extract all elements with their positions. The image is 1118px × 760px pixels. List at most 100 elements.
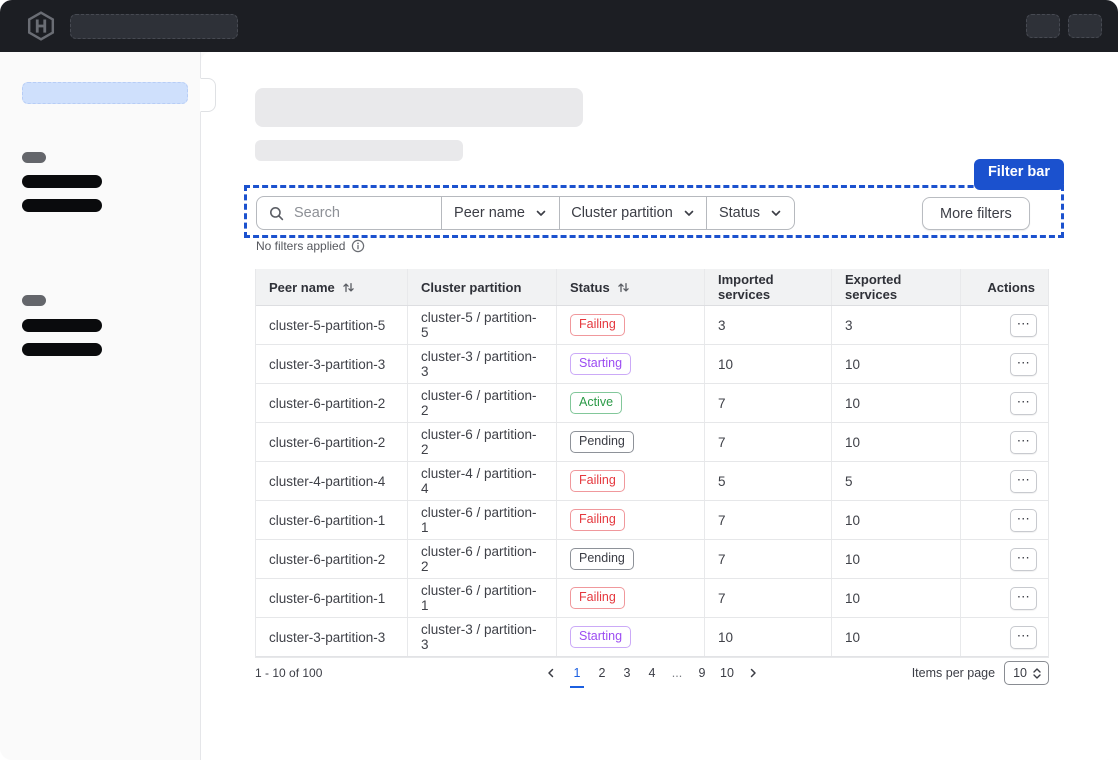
row-actions-button[interactable]: ⋯ <box>1010 469 1037 493</box>
status-badge: Pending <box>570 431 634 453</box>
cluster-partition-dropdown-label: Cluster partition <box>571 205 673 221</box>
cluster-partition-dropdown[interactable]: Cluster partition <box>559 197 706 229</box>
cell-actions: ⋯ <box>960 618 1048 656</box>
previous-page-button[interactable] <box>539 663 563 683</box>
cell-status: Starting <box>556 618 704 656</box>
main-content: Filter bar Peer name <box>201 52 1118 760</box>
table-row: cluster-3-partition-3 cluster-3 / partit… <box>256 345 1048 384</box>
column-header: Exported services <box>831 269 960 305</box>
next-page-button[interactable] <box>741 663 765 683</box>
cell-imported-services: 7 <box>704 423 831 461</box>
column-header[interactable]: Status <box>556 269 704 305</box>
cell-peer-name: cluster-5-partition-5 <box>269 317 386 333</box>
status-badge: Active <box>570 392 623 414</box>
info-icon[interactable] <box>351 239 365 253</box>
more-filters-button[interactable]: More filters <box>922 197 1030 230</box>
pagination-bar: 1 - 10 of 100 1 2 3 <box>255 656 1049 690</box>
page-button[interactable]: 10 <box>716 661 738 685</box>
chevron-right-icon <box>750 668 756 678</box>
page-button[interactable]: 1 <box>566 661 588 688</box>
status-badge: Starting <box>570 626 632 648</box>
row-actions-button[interactable]: ⋯ <box>1010 391 1037 415</box>
row-actions-button[interactable]: ⋯ <box>1010 625 1037 649</box>
table-row: cluster-6-partition-1 cluster-6 / partit… <box>256 501 1048 540</box>
ellipsis-icon: ⋯ <box>1016 510 1031 526</box>
cell-cluster-partition: cluster-6 / partition-2 <box>407 384 556 422</box>
nav-search-skeleton[interactable] <box>70 13 238 39</box>
table-row: cluster-6-partition-2 cluster-6 / partit… <box>256 540 1048 579</box>
table-row: cluster-6-partition-1 cluster-6 / partit… <box>256 579 1048 618</box>
ellipsis-icon: ⋯ <box>1016 549 1031 565</box>
column-header-label: Exported services <box>845 272 902 302</box>
ellipsis-icon: ⋯ <box>1016 315 1031 331</box>
sort-icon[interactable] <box>342 281 355 294</box>
page-button[interactable]: 4 <box>641 661 663 685</box>
table-row: cluster-4-partition-4 cluster-4 / partit… <box>256 462 1048 501</box>
sidebar-item-skeleton[interactable] <box>22 319 102 332</box>
row-actions-button[interactable]: ⋯ <box>1010 352 1037 376</box>
row-actions-button[interactable]: ⋯ <box>1010 508 1037 532</box>
cell-actions: ⋯ <box>960 462 1048 500</box>
status-dropdown-label: Status <box>718 205 761 221</box>
search-input[interactable] <box>284 205 441 221</box>
page-button[interactable]: 9 <box>691 661 713 685</box>
column-header[interactable]: Peer name <box>256 269 407 305</box>
items-per-page-select[interactable]: 10 <box>1004 661 1049 685</box>
page-subtitle-skeleton <box>255 140 463 161</box>
ellipsis-icon: ⋯ <box>1016 471 1031 487</box>
cell-actions: ⋯ <box>960 501 1048 539</box>
row-actions-button[interactable]: ⋯ <box>1010 586 1037 610</box>
cell-cluster-partition: cluster-6 / partition-2 <box>407 540 556 578</box>
cell-cluster-partition: cluster-3 / partition-3 <box>407 345 556 383</box>
page-button[interactable]: 3 <box>616 661 638 685</box>
sidebar <box>0 52 201 760</box>
cell-imported-services: 3 <box>704 306 831 344</box>
cell-actions: ⋯ <box>960 306 1048 344</box>
sidebar-toggle-handle[interactable] <box>200 78 216 112</box>
status-badge: Pending <box>570 548 634 570</box>
peers-table: Peer name Cluster partition <box>255 269 1049 658</box>
cell-imported-services: 7 <box>704 384 831 422</box>
sort-icon[interactable] <box>617 281 630 294</box>
sidebar-section-label-skeleton <box>22 152 46 163</box>
cell-cluster-partition: cluster-6 / partition-2 <box>407 423 556 461</box>
row-actions-button[interactable]: ⋯ <box>1010 547 1037 571</box>
nav-action-skeleton-2[interactable] <box>1068 14 1102 38</box>
filter-bar: Peer name Cluster partition Status <box>256 196 795 230</box>
filters-status: No filters applied <box>256 239 365 253</box>
cell-peer-name: cluster-3-partition-3 <box>269 356 386 372</box>
column-header-label: Imported services <box>718 272 774 302</box>
cell-imported-services: 7 <box>704 579 831 617</box>
cell-actions: ⋯ <box>960 579 1048 617</box>
sidebar-item-skeleton[interactable] <box>22 175 102 188</box>
peer-name-dropdown-label: Peer name <box>454 205 525 221</box>
filters-status-text: No filters applied <box>256 239 346 253</box>
cell-exported-services: 10 <box>831 618 960 656</box>
sidebar-item-skeleton[interactable] <box>22 343 102 356</box>
items-per-page-label: Items per page <box>911 666 996 680</box>
peer-name-dropdown[interactable]: Peer name <box>441 197 559 229</box>
items-per-page: Items per page 10 <box>912 661 1049 685</box>
sidebar-item-skeleton[interactable] <box>22 199 102 212</box>
cell-actions: ⋯ <box>960 423 1048 461</box>
chevron-down-icon <box>771 210 781 216</box>
table-row: cluster-5-partition-5 cluster-5 / partit… <box>256 306 1048 345</box>
row-actions-button[interactable]: ⋯ <box>1010 313 1037 337</box>
cell-cluster-partition: cluster-5 / partition-5 <box>407 306 556 344</box>
status-badge: Failing <box>570 314 625 336</box>
status-dropdown[interactable]: Status <box>706 197 794 229</box>
chevron-down-icon <box>536 210 546 216</box>
ellipsis-icon: ⋯ <box>1016 588 1031 604</box>
nav-action-skeleton-1[interactable] <box>1026 14 1060 38</box>
pagination-pages: 1 2 3 4 ... 9 10 <box>539 661 765 688</box>
cell-status: Starting <box>556 345 704 383</box>
cell-status: Failing <box>556 306 704 344</box>
sidebar-active-item-skeleton[interactable] <box>22 82 188 104</box>
row-actions-button[interactable]: ⋯ <box>1010 430 1037 454</box>
page-button[interactable]: 2 <box>591 661 613 685</box>
cell-peer-name: cluster-3-partition-3 <box>269 629 386 645</box>
cell-imported-services: 10 <box>704 618 831 656</box>
chevron-left-icon <box>548 668 554 678</box>
cell-exported-services: 10 <box>831 501 960 539</box>
